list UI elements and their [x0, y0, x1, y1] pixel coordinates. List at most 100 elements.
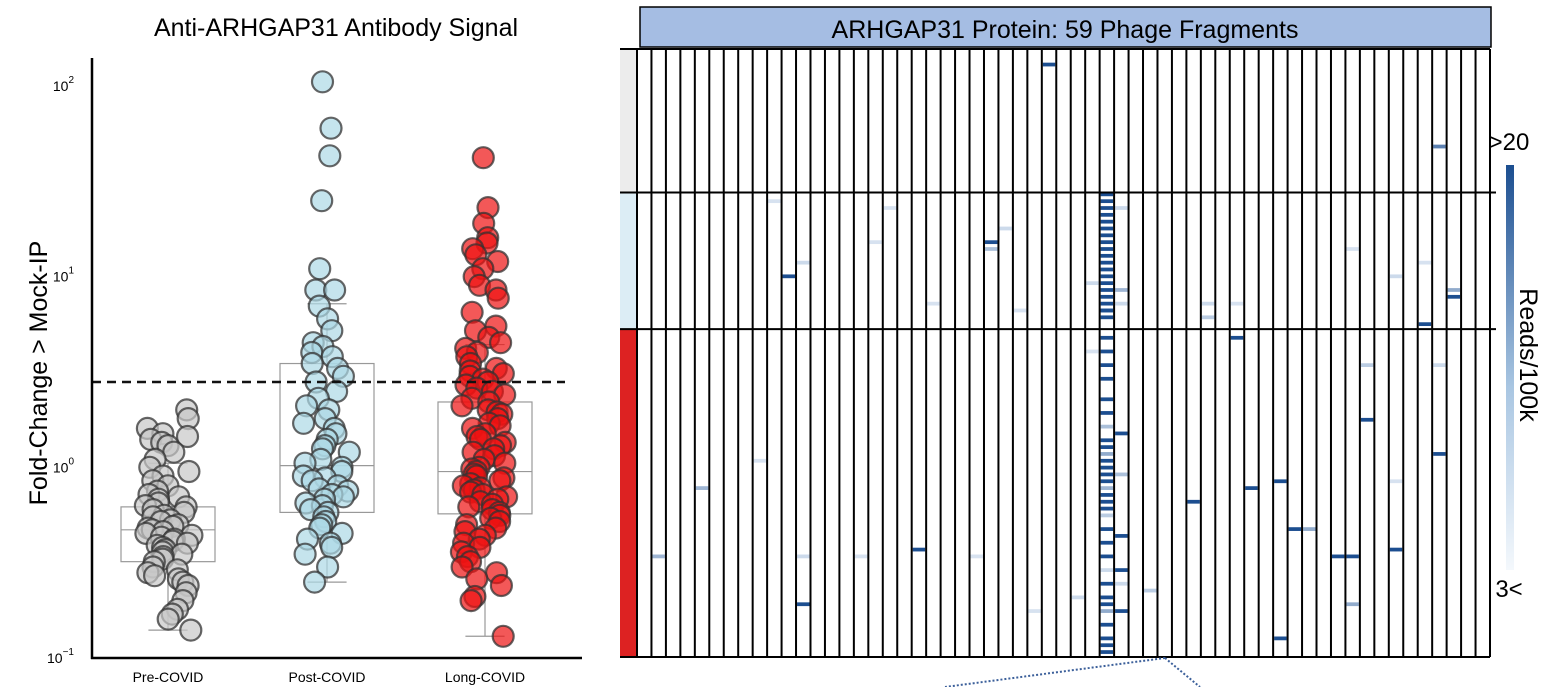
heatmap-cell [1274, 479, 1287, 484]
heatmap-cell [1288, 527, 1302, 531]
heatmap-cell [1201, 301, 1215, 306]
x-tick-label: Post-COVID [288, 669, 365, 685]
heatmap-cell [1100, 458, 1114, 463]
heatmap-cell [1013, 308, 1027, 313]
heatmap-cell [652, 554, 665, 559]
heatmap-cell [1100, 247, 1114, 251]
heatmap-cell [1115, 431, 1128, 436]
heatmap-cell [1389, 479, 1403, 484]
heatmap-cell [912, 547, 926, 552]
heatmap-cell [1100, 226, 1114, 231]
heatmap-cell [984, 247, 998, 251]
colorbar-min-label: 3< [1495, 576, 1522, 603]
data-point [310, 70, 335, 94]
heatmap-cell [1100, 199, 1114, 204]
colorbar-label: Reads/100k [1514, 288, 1542, 422]
heatmap-cell [1100, 479, 1114, 484]
heatmap-cell [1187, 499, 1200, 504]
data-point [491, 624, 515, 648]
heatmap-cell [854, 554, 868, 559]
series-Pre-COVID [133, 398, 204, 642]
heatmap-cell [1100, 527, 1114, 531]
heatmap-cell [797, 554, 810, 559]
heatmap-cell [1100, 206, 1114, 210]
data-point [316, 555, 340, 579]
heatmap-cell [1100, 438, 1114, 443]
heatmap-cell [1447, 288, 1461, 292]
heatmap-cell [1100, 486, 1114, 490]
heatmap-cell [1433, 144, 1446, 149]
heatmap-cell [1144, 588, 1157, 593]
heatmap-title: ARHGAP31 Protein: 59 Phage Fragments [832, 16, 1299, 44]
heatmap-cell [1100, 465, 1114, 470]
heatmap-cell [1100, 274, 1114, 279]
strip-plot: Anti-ARHGAP31 Antibody Signal Fold-Chang… [25, 14, 582, 685]
y-tick-labels: 102 101 100 10−1 [47, 75, 74, 666]
heatmap-cell [1100, 636, 1114, 641]
heatmap-cell [695, 486, 709, 490]
heatmap-cell [927, 301, 940, 306]
heatmap-cell [999, 226, 1012, 231]
heatmap-cell [1100, 260, 1114, 265]
data-point [303, 570, 327, 594]
heatmap-cell [1100, 349, 1114, 354]
heatmap-cell [1418, 322, 1432, 327]
heatmap-cell [1100, 397, 1114, 402]
heatmap-cell [1100, 212, 1114, 217]
series-Long-COVID [449, 146, 519, 648]
heatmap-cell [1042, 62, 1056, 67]
data-point [143, 564, 167, 588]
heatmap-cell [1100, 233, 1114, 238]
heatmap-cell [1303, 527, 1316, 531]
heatmap-cell [1360, 417, 1374, 422]
data-point [300, 351, 324, 376]
heatmap-cell [1100, 363, 1114, 368]
heatmap-cell [1100, 499, 1114, 504]
heatmap-cell [1100, 240, 1114, 245]
heatmap-cell [1100, 493, 1114, 497]
heatmap-cell [1418, 260, 1432, 265]
y-tick-label: 10−1 [47, 647, 74, 666]
heatmap-cell [1100, 411, 1114, 415]
heatmap-cell [1230, 335, 1244, 340]
series-Post-COVID [291, 70, 361, 594]
x-tick-labels: Pre-COVID Post-COVID Long-COVID [133, 669, 525, 685]
heatmap-cell [1346, 602, 1359, 607]
heatmap-cell [1100, 554, 1114, 559]
heatmap-cell [1100, 294, 1114, 299]
heatmap-title-bar [639, 6, 1492, 48]
heatmap-cell [1115, 581, 1128, 586]
heatmap-cell [1100, 568, 1114, 572]
heatmap-cell [1100, 622, 1114, 627]
data-point [179, 618, 203, 642]
data-point [450, 394, 474, 418]
heatmap-cell [1086, 281, 1099, 286]
heatmap-cell [1100, 472, 1114, 477]
data-point [319, 116, 343, 140]
data-point [320, 535, 344, 560]
heatmap-cells [652, 62, 1461, 654]
heatmap-cell [1433, 452, 1446, 456]
heatmap-cell [1346, 554, 1359, 559]
data-point [318, 144, 342, 168]
heatmap-cell [1115, 534, 1128, 538]
y-tick-label: 101 [53, 266, 75, 285]
heatmap-cell [1100, 253, 1114, 258]
heatmap-cell [797, 602, 810, 607]
heatmap-cell [1100, 540, 1114, 545]
data-point [471, 146, 495, 170]
heatmap-cell [1100, 301, 1114, 306]
heatmap-cell [1100, 513, 1114, 518]
heatmap-cell [768, 199, 781, 204]
heatmap-cell [1433, 363, 1446, 368]
heatmap-cell [1100, 452, 1114, 456]
group-strip-0 [620, 49, 637, 193]
heatmap-cell [1346, 247, 1359, 251]
group-strip-2 [620, 329, 637, 657]
heatmap-cell [1100, 267, 1114, 272]
heatmap-grid [620, 48, 1496, 658]
heatmap-cell [1331, 554, 1345, 559]
heatmap-cell [1100, 595, 1114, 600]
heatmap-cell [797, 260, 810, 265]
group-color-strip [620, 49, 637, 657]
